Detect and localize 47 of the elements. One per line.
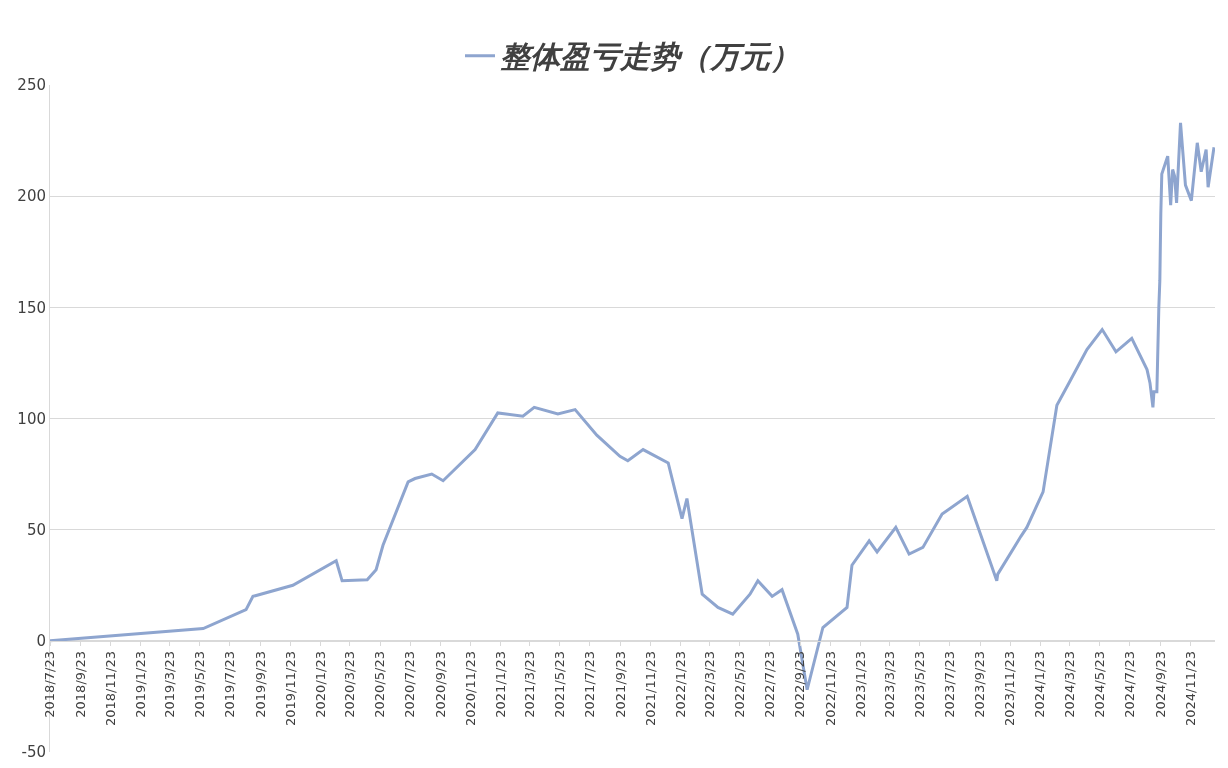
y-tick-label: 50 bbox=[26, 520, 46, 539]
x-tick-label: 2023/9/23 bbox=[972, 651, 988, 718]
x-tick-label: 2022/7/23 bbox=[761, 651, 777, 718]
x-tick-label: 2020/7/23 bbox=[402, 651, 418, 718]
x-tick-label: 2023/1/23 bbox=[852, 651, 868, 718]
x-tick-label: 2019/11/23 bbox=[282, 651, 298, 726]
x-tick-label: 2021/1/23 bbox=[492, 651, 508, 718]
x-tick-label: 2021/3/23 bbox=[522, 651, 538, 718]
x-tick-label: 2021/9/23 bbox=[612, 651, 628, 718]
x-tick-label: 2021/7/23 bbox=[582, 651, 598, 718]
x-tick-label: 2020/9/23 bbox=[432, 651, 448, 718]
y-tick-label: 200 bbox=[17, 187, 46, 206]
x-tick-label: 2020/5/23 bbox=[372, 651, 388, 718]
x-tick-label: 2024/1/23 bbox=[1032, 651, 1048, 718]
x-tick-label: 2019/3/23 bbox=[161, 651, 177, 718]
y-tick-label: 100 bbox=[17, 409, 46, 428]
y-tick-label: 0 bbox=[36, 632, 46, 651]
y-tick-label: 250 bbox=[17, 76, 46, 95]
x-tick-label: 2023/7/23 bbox=[941, 651, 957, 718]
x-tick-label: 2024/7/23 bbox=[1122, 651, 1138, 718]
x-tick-label: 2023/5/23 bbox=[911, 651, 927, 718]
x-tick-label: 2022/1/23 bbox=[672, 651, 688, 718]
x-tick-label: 2021/5/23 bbox=[552, 651, 568, 718]
y-tick-label: 150 bbox=[17, 298, 46, 317]
x-tick-label: 2023/3/23 bbox=[881, 651, 897, 718]
x-tick-label: 2020/3/23 bbox=[342, 651, 358, 718]
x-tick-label: 2024/5/23 bbox=[1091, 651, 1107, 718]
x-tick-label: 2024/9/23 bbox=[1152, 651, 1168, 718]
x-tick-label: 2018/11/23 bbox=[102, 651, 118, 726]
x-tick-label: 2022/5/23 bbox=[731, 651, 747, 718]
x-tick-label: 2019/1/23 bbox=[132, 651, 148, 718]
x-tick-label: 2024/3/23 bbox=[1061, 651, 1077, 718]
x-tick-label: 2019/7/23 bbox=[222, 651, 238, 718]
x-tick-label: 2018/7/23 bbox=[42, 651, 58, 718]
x-tick-label: 2022/3/23 bbox=[701, 651, 717, 718]
x-tick-label: 2019/9/23 bbox=[252, 651, 268, 718]
x-tick-label: 2024/11/23 bbox=[1182, 651, 1198, 726]
x-tick-label: 2023/11/23 bbox=[1002, 651, 1018, 726]
x-tick-label: 2021/11/23 bbox=[642, 651, 658, 726]
x-tick-label: 2020/11/23 bbox=[462, 651, 478, 726]
legend-label: 整体盈亏走势（万元） bbox=[500, 39, 800, 75]
y-tick-label: -50 bbox=[21, 743, 46, 762]
x-tick-label: 2022/11/23 bbox=[822, 651, 838, 726]
x-tick-label: 2020/1/23 bbox=[312, 651, 328, 718]
x-tick-label: 2018/9/23 bbox=[72, 651, 88, 718]
x-tick-label: 2022/9/23 bbox=[792, 651, 808, 718]
x-tick-label: 2019/5/23 bbox=[191, 651, 207, 718]
